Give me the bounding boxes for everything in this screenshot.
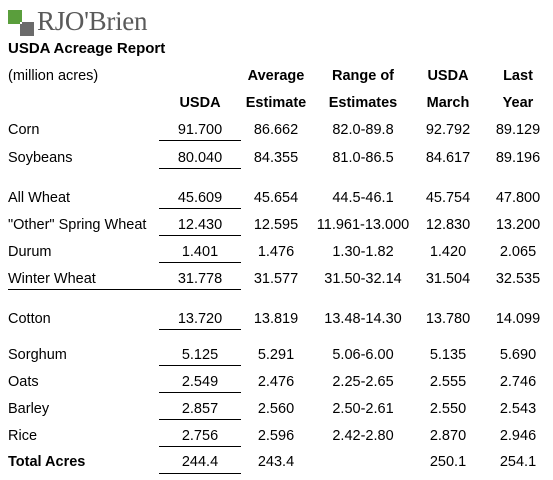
usda-underline [159, 446, 241, 447]
header-estimates: Estimates [328, 95, 398, 111]
cell-range: 31.50-32.14 [324, 271, 402, 287]
cell-range: 2.42-2.80 [332, 428, 394, 444]
cell-march: 12.830 [425, 217, 471, 233]
usda-underline [8, 289, 241, 290]
row-label: Durum [8, 244, 52, 260]
cell-range: 5.06-6.00 [332, 347, 394, 363]
cell-last: 14.099 [495, 311, 541, 327]
usda-underline [159, 262, 241, 263]
cell-range: 82.0-89.8 [332, 122, 394, 138]
cell-range: 11.961-13.000 [316, 217, 410, 233]
cell-usda: 45.609 [177, 190, 223, 206]
cell-avg: 2.596 [257, 428, 295, 444]
cell-avg: 2.476 [257, 374, 295, 390]
cell-usda: 80.040 [177, 150, 223, 166]
cell-last: 2.746 [499, 374, 537, 390]
header-average: Average [247, 68, 305, 84]
cell-last: 2.065 [499, 244, 537, 260]
cell-avg: 1.476 [257, 244, 295, 260]
units-label: (million acres) [8, 68, 99, 84]
row-label: Cotton [8, 311, 51, 327]
row-label: Rice [8, 428, 38, 444]
cell-usda: 5.125 [181, 347, 219, 363]
usda-underline [159, 392, 241, 393]
usda-underline [159, 235, 241, 236]
cell-avg: 45.654 [253, 190, 299, 206]
cell-march: 13.780 [425, 311, 471, 327]
total-usda: 244.4 [181, 454, 219, 470]
cell-avg: 12.595 [253, 217, 299, 233]
report-title: USDA Acreage Report [8, 40, 166, 57]
row-label: Winter Wheat [8, 271, 96, 287]
cell-range: 2.25-2.65 [332, 374, 394, 390]
total-label: Total Acres [8, 454, 86, 470]
cell-march: 84.617 [425, 150, 471, 166]
cell-usda: 2.549 [181, 374, 219, 390]
cell-last: 89.129 [495, 122, 541, 138]
cell-last: 32.535 [495, 271, 541, 287]
cell-range: 1.30-1.82 [332, 244, 394, 260]
cell-avg: 84.355 [253, 150, 299, 166]
cell-range: 13.48-14.30 [324, 311, 402, 327]
cell-range: 44.5-46.1 [332, 190, 394, 206]
row-label: Oats [8, 374, 39, 390]
cell-march: 1.420 [429, 244, 467, 260]
total-underline [159, 473, 241, 474]
usda-underline [159, 140, 241, 141]
cell-usda: 91.700 [177, 122, 223, 138]
usda-underline [159, 365, 241, 366]
header-estimate: Estimate [245, 95, 307, 111]
row-label: Corn [8, 122, 40, 138]
row-label: Sorghum [8, 347, 67, 363]
cell-usda: 31.778 [177, 271, 223, 287]
cell-usda: 2.756 [181, 428, 219, 444]
cell-avg: 86.662 [253, 122, 299, 138]
cell-usda: 2.857 [181, 401, 219, 417]
header-last: Last [503, 68, 533, 84]
cell-march: 2.550 [429, 401, 467, 417]
cell-avg: 13.819 [253, 311, 299, 327]
header-year: Year [502, 95, 534, 111]
total-last: 254.1 [499, 454, 537, 470]
usda-underline [159, 329, 241, 330]
header-range: Range of [331, 68, 395, 84]
usda-underline [159, 168, 241, 169]
header-usda: USDA [179, 95, 221, 111]
cell-last: 2.543 [499, 401, 537, 417]
cell-march: 2.555 [429, 374, 467, 390]
cell-last: 47.800 [495, 190, 541, 206]
row-label: "Other" Spring Wheat [8, 217, 147, 233]
cell-last: 13.200 [495, 217, 541, 233]
row-label: Barley [8, 401, 50, 417]
cell-last: 89.196 [495, 150, 541, 166]
cell-march: 5.135 [429, 347, 467, 363]
cell-range: 81.0-86.5 [332, 150, 394, 166]
usda-underline [159, 208, 241, 209]
cell-usda: 13.720 [177, 311, 223, 327]
cell-last: 2.946 [499, 428, 537, 444]
cell-march: 92.792 [425, 122, 471, 138]
row-label: Soybeans [8, 150, 73, 166]
cell-march: 31.504 [425, 271, 471, 287]
row-label: All Wheat [8, 190, 71, 206]
total-march: 250.1 [429, 454, 467, 470]
cell-range: 2.50-2.61 [332, 401, 394, 417]
rjobrien-logo-icon [8, 10, 34, 36]
cell-avg: 5.291 [257, 347, 295, 363]
cell-avg: 31.577 [253, 271, 299, 287]
header-usda-march-1: USDA [427, 68, 469, 84]
cell-last: 5.690 [499, 347, 537, 363]
cell-usda: 12.430 [177, 217, 223, 233]
cell-march: 2.870 [429, 428, 467, 444]
usda-underline [159, 419, 241, 420]
brand-name: RJO'Brien [37, 6, 148, 36]
header-march: March [426, 95, 470, 111]
cell-march: 45.754 [425, 190, 471, 206]
cell-usda: 1.401 [181, 244, 219, 260]
cell-avg: 2.560 [257, 401, 295, 417]
total-avg: 243.4 [257, 454, 295, 470]
